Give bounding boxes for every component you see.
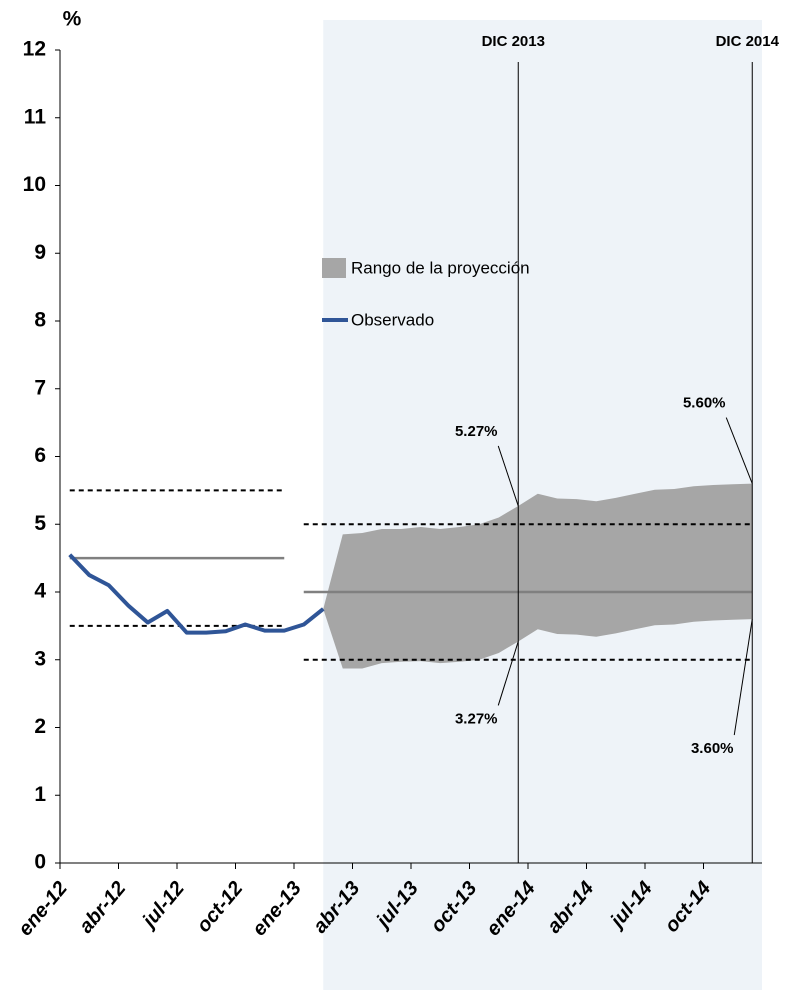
x-tick-label: jul-12 xyxy=(137,877,189,933)
y-tick-label: 6 xyxy=(34,444,46,467)
leader-line xyxy=(497,445,519,507)
annotation: 3.27% xyxy=(455,710,498,727)
marker-label: DIC 2013 xyxy=(482,33,545,50)
y-tick-label: 4 xyxy=(34,580,46,603)
y-axis-label: % xyxy=(63,8,82,31)
y-tick-label: 8 xyxy=(34,309,46,332)
leader-line xyxy=(725,417,753,484)
leader-line xyxy=(497,641,519,706)
x-tick-label: ene-13 xyxy=(248,877,306,940)
y-tick-label: 7 xyxy=(34,376,46,399)
legend-swatch xyxy=(322,258,346,278)
annotation: 5.27% xyxy=(455,423,498,440)
y-tick-label: 0 xyxy=(34,851,46,874)
legend-label: Rango de la proyección xyxy=(351,258,530,277)
annotation: 3.60% xyxy=(691,740,734,757)
x-tick-label: abr-12 xyxy=(75,877,130,937)
y-tick-label: 2 xyxy=(34,715,46,738)
legend-label: Observado xyxy=(351,310,434,329)
y-tick-label: 10 xyxy=(23,173,46,196)
y-tick-label: 3 xyxy=(34,647,46,670)
observed-line xyxy=(68,553,325,635)
leader-line xyxy=(733,619,753,736)
y-tick-label: 11 xyxy=(24,105,47,128)
y-tick-label: 1 xyxy=(34,783,46,806)
x-tick-label: ene-12 xyxy=(14,877,72,940)
projection-range xyxy=(323,483,753,669)
x-tick-label: oct-12 xyxy=(193,877,248,936)
y-tick-label: 12 xyxy=(23,38,46,61)
marker-label: DIC 2014 xyxy=(716,33,780,50)
y-tick-label: 5 xyxy=(34,512,46,535)
y-tick-label: 9 xyxy=(34,241,46,264)
annotation: 5.60% xyxy=(683,395,726,412)
